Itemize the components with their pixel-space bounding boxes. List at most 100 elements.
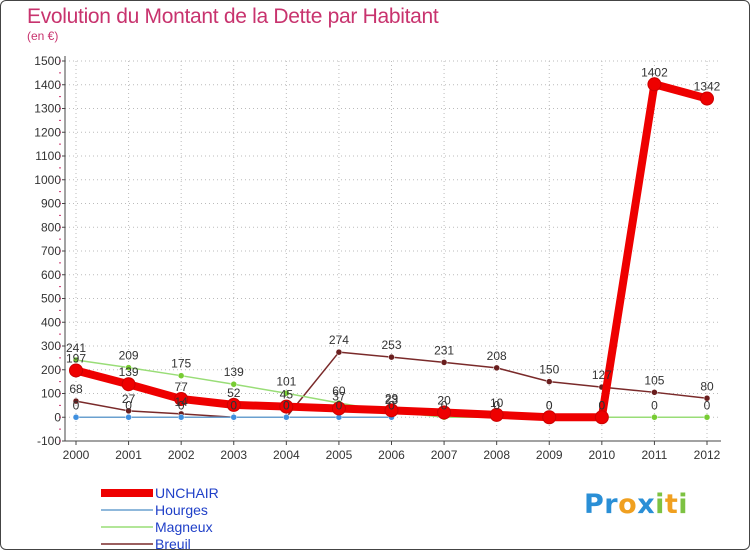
logo-letter: x	[637, 489, 656, 520]
data-label-unchair: 20	[437, 394, 451, 408]
data-point-unchair	[647, 77, 662, 92]
y-tick-label: 0	[54, 410, 61, 424]
data-point-magneux	[651, 414, 658, 421]
data-point-breuil	[388, 353, 395, 361]
data-point-breuil	[335, 348, 343, 356]
data-point-breuil	[72, 397, 80, 405]
y-tick-label: 900	[41, 197, 61, 211]
y-tick-label: 500	[41, 292, 61, 306]
y-tick-label: 1100	[35, 149, 61, 163]
legend-label-breuil: Breuil	[155, 536, 191, 550]
data-point-unchair	[384, 403, 399, 418]
data-label-breuil: 274	[329, 333, 349, 347]
data-label-hourges: 0	[230, 398, 237, 412]
data-label-breuil: 68	[69, 382, 83, 396]
y-tick-label: 600	[41, 268, 61, 282]
data-label-unchair: 10	[490, 396, 504, 410]
x-tick-label: 2011	[642, 448, 668, 462]
data-point-unchair	[437, 405, 452, 420]
y-tick-label: 1000	[34, 173, 61, 187]
data-point-unchair	[226, 397, 241, 412]
legend-label-hourges: Hourges	[155, 502, 208, 518]
x-tick-label: 2000	[63, 448, 90, 462]
y-tick-label: 1400	[34, 78, 61, 92]
data-label-hourges: 0	[388, 398, 395, 412]
x-tick-label: 2012	[694, 448, 721, 462]
x-tick-label: 2001	[115, 448, 142, 462]
data-label-unchair: 139	[119, 365, 139, 379]
data-label-magneux: 0	[441, 398, 448, 412]
x-tick-label: 2008	[483, 448, 510, 462]
y-tick-label: 1200	[34, 125, 61, 139]
data-point-magneux	[703, 414, 711, 421]
data-label-magneux: 0	[651, 398, 658, 412]
y-tick-label: 300	[41, 339, 61, 353]
data-point-magneux	[230, 380, 237, 388]
chart-title: Evolution du Montant de la Dette par Hab…	[27, 5, 439, 28]
data-label-unchair: 197	[66, 351, 86, 365]
data-point-hourges	[283, 414, 290, 421]
data-label-breuil: 14	[174, 395, 188, 409]
data-label-breuil: 150	[539, 363, 559, 377]
data-label-magneux: 0	[546, 398, 553, 412]
data-label-breuil: 27	[122, 392, 136, 406]
data-point-breuil	[546, 378, 553, 385]
data-label-magneux: 23	[385, 393, 399, 407]
chart-subtitle: (en €)	[27, 29, 59, 43]
data-label-hourges: 0	[125, 398, 132, 412]
y-tick-label: 1500	[34, 54, 61, 68]
x-tick-label: 2004	[273, 448, 300, 462]
data-point-unchair	[121, 377, 136, 392]
legend-swatch-breuil	[101, 543, 153, 545]
x-tick-label: 2006	[378, 448, 405, 462]
data-label-unchair: 45	[280, 388, 294, 402]
data-point-hourges	[125, 414, 132, 421]
data-label-hourges: 0	[178, 398, 185, 412]
data-label-unchair: 29	[385, 391, 399, 405]
data-point-breuil	[493, 364, 500, 372]
data-label-magneux: 101	[276, 374, 296, 388]
data-point-unchair	[69, 363, 83, 378]
data-label-breuil: 231	[434, 343, 454, 357]
data-label-breuil: 105	[644, 373, 664, 387]
data-point-breuil	[703, 395, 711, 402]
data-label-breuil: 253	[381, 338, 401, 352]
proxiti-logo: Proxiti	[584, 489, 688, 520]
logo-letter: i	[678, 489, 689, 520]
data-point-hourges	[177, 414, 185, 421]
y-tick-label: 400	[41, 315, 61, 329]
data-point-magneux	[177, 372, 185, 379]
y-tick-label: 200	[41, 363, 61, 377]
data-point-breuil	[440, 359, 448, 366]
x-tick-label: 2007	[431, 448, 458, 462]
data-label-hourges: 0	[283, 398, 290, 412]
x-tick-label: 2003	[220, 448, 247, 462]
data-point-hourges	[72, 414, 80, 421]
logo-letter: i	[655, 489, 665, 520]
data-label-hourges: 0	[73, 398, 80, 412]
data-label-unchair: 0	[598, 398, 605, 412]
data-label-magneux: 0	[493, 398, 500, 412]
data-label-breuil: 0	[230, 398, 237, 412]
data-point-breuil	[125, 407, 132, 415]
data-point-unchair	[542, 410, 557, 425]
x-tick-label: 2002	[168, 448, 195, 462]
data-label-unchair: 1342	[694, 80, 721, 94]
data-label-magneux: 241	[66, 341, 86, 355]
y-tick-label: -100	[37, 434, 61, 448]
legend-swatch-unchair	[101, 489, 153, 497]
y-tick-label: 800	[41, 220, 61, 234]
data-point-unchair	[279, 399, 294, 414]
data-point-magneux	[72, 356, 80, 364]
data-label-breuil: 80	[700, 379, 714, 393]
legend-label-magneux: Magneux	[155, 519, 213, 535]
data-label-unchair: 1402	[641, 65, 668, 79]
data-point-unchair	[174, 391, 189, 406]
x-tick-label: 2005	[326, 448, 353, 462]
legend-swatch-magneux	[101, 526, 153, 528]
data-label-magneux: 139	[224, 365, 244, 379]
data-label-unchair: 0	[546, 398, 553, 412]
x-tick-label: 2010	[588, 448, 615, 462]
